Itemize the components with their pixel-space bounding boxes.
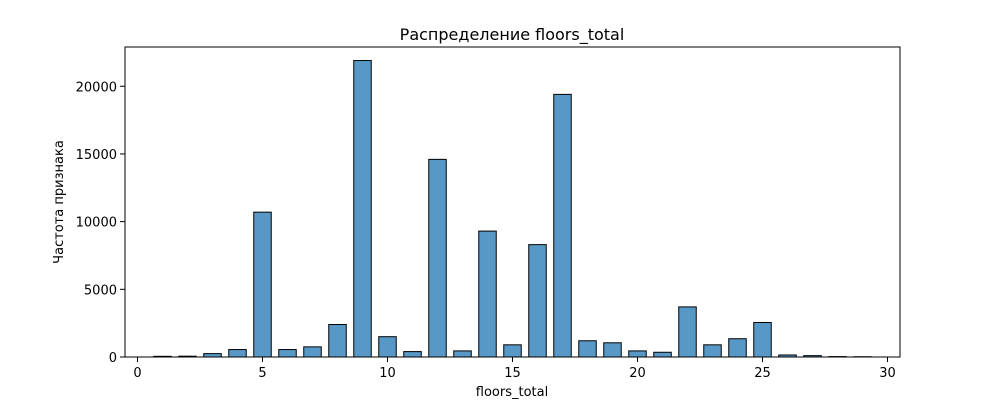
histogram-bar <box>378 336 397 358</box>
x-tick-label: 15 <box>504 366 521 381</box>
histogram-bar <box>478 230 497 358</box>
histogram-bar <box>353 60 372 358</box>
x-axis-label: floors_total <box>476 385 548 400</box>
y-tick-label: 10000 <box>76 216 117 231</box>
histogram-bar <box>403 351 422 358</box>
x-tick-label: 10 <box>379 366 396 381</box>
histogram-bar <box>203 353 222 358</box>
histogram-bar <box>328 324 347 358</box>
chart-title: Распределение floors_total <box>400 25 625 45</box>
histogram-bar <box>703 344 722 358</box>
y-tick-label: 15000 <box>76 148 117 163</box>
histogram-bar <box>553 93 572 358</box>
x-tick-label: 5 <box>258 366 266 381</box>
histogram-bar <box>503 344 522 358</box>
histogram-bar <box>303 346 322 358</box>
histogram-bar <box>253 211 272 358</box>
x-axis-ticks: 0 5 10 15 20 25 30 <box>133 357 896 381</box>
histogram-bar <box>678 306 697 358</box>
histogram-bar <box>603 342 622 358</box>
y-tick-label: 0 <box>109 351 117 366</box>
x-tick-label: 0 <box>133 366 141 381</box>
histogram-bar <box>528 244 547 358</box>
y-tick-label: 5000 <box>84 283 117 298</box>
y-tick-label: 20000 <box>76 80 117 95</box>
histogram-bar <box>228 349 247 358</box>
histogram-bar <box>278 349 297 358</box>
histogram-bar <box>628 350 647 358</box>
histogram-bar <box>453 350 472 358</box>
histogram-bar <box>428 158 447 358</box>
y-axis-ticks: 0 5000 10000 15000 20000 <box>76 80 125 366</box>
x-tick-label: 30 <box>879 366 896 381</box>
bars-layer <box>153 60 872 358</box>
plot-frame <box>124 46 901 358</box>
histogram-bar <box>753 321 772 358</box>
x-tick-label: 20 <box>629 366 646 381</box>
y-axis-label: Частота признака <box>52 140 67 264</box>
histogram-bar <box>728 338 747 358</box>
histogram-bar <box>578 340 597 358</box>
x-tick-label: 25 <box>754 366 771 381</box>
histogram-bar <box>653 351 672 358</box>
